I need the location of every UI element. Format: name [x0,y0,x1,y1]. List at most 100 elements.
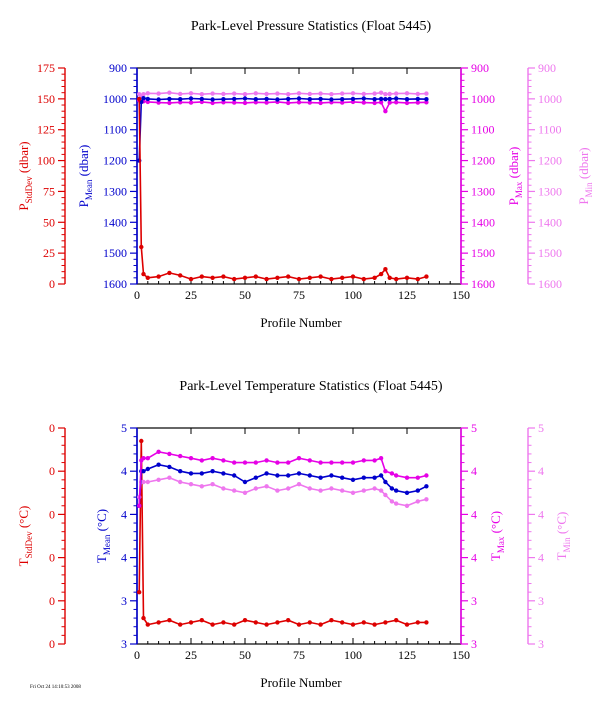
chart2-stddev-tick-label: 0 [49,637,55,651]
chart2-stddev-point [394,618,399,623]
chart2-mean-axis-label-unit: (°C) [94,509,109,535]
chart1-min-tick-label: 1600 [538,277,562,291]
chart2-stddev-point [383,620,388,625]
chart2-max-point [275,460,280,465]
chart1-mean-tick-label: 1500 [103,246,127,260]
chart2-x-tick-label: 50 [239,648,251,662]
chart1-max-point [178,100,183,105]
chart1-min-point [199,92,204,97]
chart2-x-tick-label: 25 [185,648,197,662]
chart1-max-point [361,100,366,105]
chart2-stddev-point [275,620,280,625]
chart2-x-tick-label: 100 [344,648,362,662]
chart1-min-point [264,91,269,97]
chart2-stddev-axis-label-sub: StdDev [24,531,34,559]
chart1-max-point [210,100,215,106]
chart2-max-point [350,460,356,465]
chart2-max-point [307,458,312,463]
chart1-stddev-point [394,276,399,282]
chart2-mean-axis-label: TMean (°C) [94,509,112,563]
chart1-stddev-axis-label: PStdDev (dbar) [16,141,34,210]
chart2-max-point [361,458,366,463]
chart2-mean-axis-label-main: T [94,555,109,563]
chart1-max-point [232,100,237,105]
chart1-stddev-point [318,274,323,279]
chart1-stddev-point [350,274,356,279]
chart2-stddev-tick-label: 0 [49,421,55,435]
chart1-stddev-point [361,276,366,282]
chart1-mean-point [404,97,410,102]
chart1-min-tick-label: 1100 [538,123,562,137]
chart2-group: Park-Level Temperature Statistics (Float… [16,379,572,690]
chart2-max-point [145,456,150,461]
chart1-max-tick-label: 1500 [471,246,495,260]
chart2-min-point [145,479,150,485]
chart1-mean-point [210,97,215,102]
chart1-stddev-axis-label-unit: (dbar) [16,141,31,176]
chart2-stddev-tick-label: 0 [49,594,55,608]
chart2-stddev-tick-label: 0 [49,551,55,565]
chart2-mean-point [424,484,429,489]
chart2-max-point [199,458,204,463]
chart2-mean-point [378,473,384,478]
chart1-mean-point [242,96,248,101]
chart1-stddev-point [275,275,280,280]
chart2-stddev-point [286,618,291,623]
chart2-stddev-point [188,620,194,625]
chart1-stddev-point [167,270,172,276]
chart2-max-tick-label: 5 [471,421,477,435]
chart2-stddev-series-line [138,440,427,626]
chart1-max-tick-label: 1600 [471,277,495,291]
chart1-max-tick-label: 1200 [471,154,495,168]
chart1-min-point [307,91,312,97]
chart1-min-point [394,91,399,96]
chart1-stddev-point [137,96,142,102]
chart2-mean-point [178,469,183,474]
chart1-min-point [361,91,366,97]
chart1-stddev-point [156,274,161,279]
chart1-x-tick-label: 150 [452,288,470,302]
chart1-min-axis-label-main: P [576,197,591,204]
chart1-mean-point [199,96,204,102]
chart1-stddev-point [210,275,215,280]
chart2-mean-point [372,475,377,480]
chart2-mean-tick-label: 5 [121,421,127,435]
chart2-mean-point [275,473,280,478]
chart2-title: Park-Level Temperature Statistics (Float… [179,379,442,394]
chart1-stddev-point [253,274,258,279]
chart2-min-point [318,488,323,493]
chart1-stddev-axis-label-sub: StdDev [24,176,34,204]
chart2-stddev-point [178,622,183,627]
chart2-max-point [221,458,226,463]
chart2-stddev-point [137,590,142,595]
chart1-min-point [296,91,302,96]
chart1-max-point [340,100,345,105]
chart2-mean-point [340,475,345,480]
chart1-min-point [372,91,377,96]
chart1-mean-tick-label: 1600 [103,277,127,291]
chart1-stddev-point [372,275,377,280]
chart1-mean-point [383,97,388,102]
chart1-min-tick-label: 1400 [538,215,562,229]
chart2-stddev-point [361,620,366,625]
chart2-mean-point [329,473,334,478]
chart2-stddev-point [210,622,215,627]
chart2-min-tick-label: 4 [538,464,544,478]
chart1-stddev-series-line [138,98,427,280]
chart1-max-axis-label-main: P [506,198,521,205]
chart1-max-point [387,100,392,105]
chart2-max-point [137,503,142,508]
chart2-mean-point [210,469,215,474]
chart2-max-axis-label: TMax (°C) [488,511,506,561]
chart1-mean-point [286,96,291,102]
chart1-stddev-point [340,275,345,280]
chart2-max-point [372,458,377,463]
chart2-max-point [404,475,410,480]
chart2-mean-point [389,486,395,491]
chart2-max-axis-label-main: T [488,553,503,561]
chart2-stddev-point [329,618,334,623]
chart2-max-axis-label-sub: Max [496,536,506,553]
chart2-min-point [232,488,237,493]
chart2-max-point [141,456,146,461]
